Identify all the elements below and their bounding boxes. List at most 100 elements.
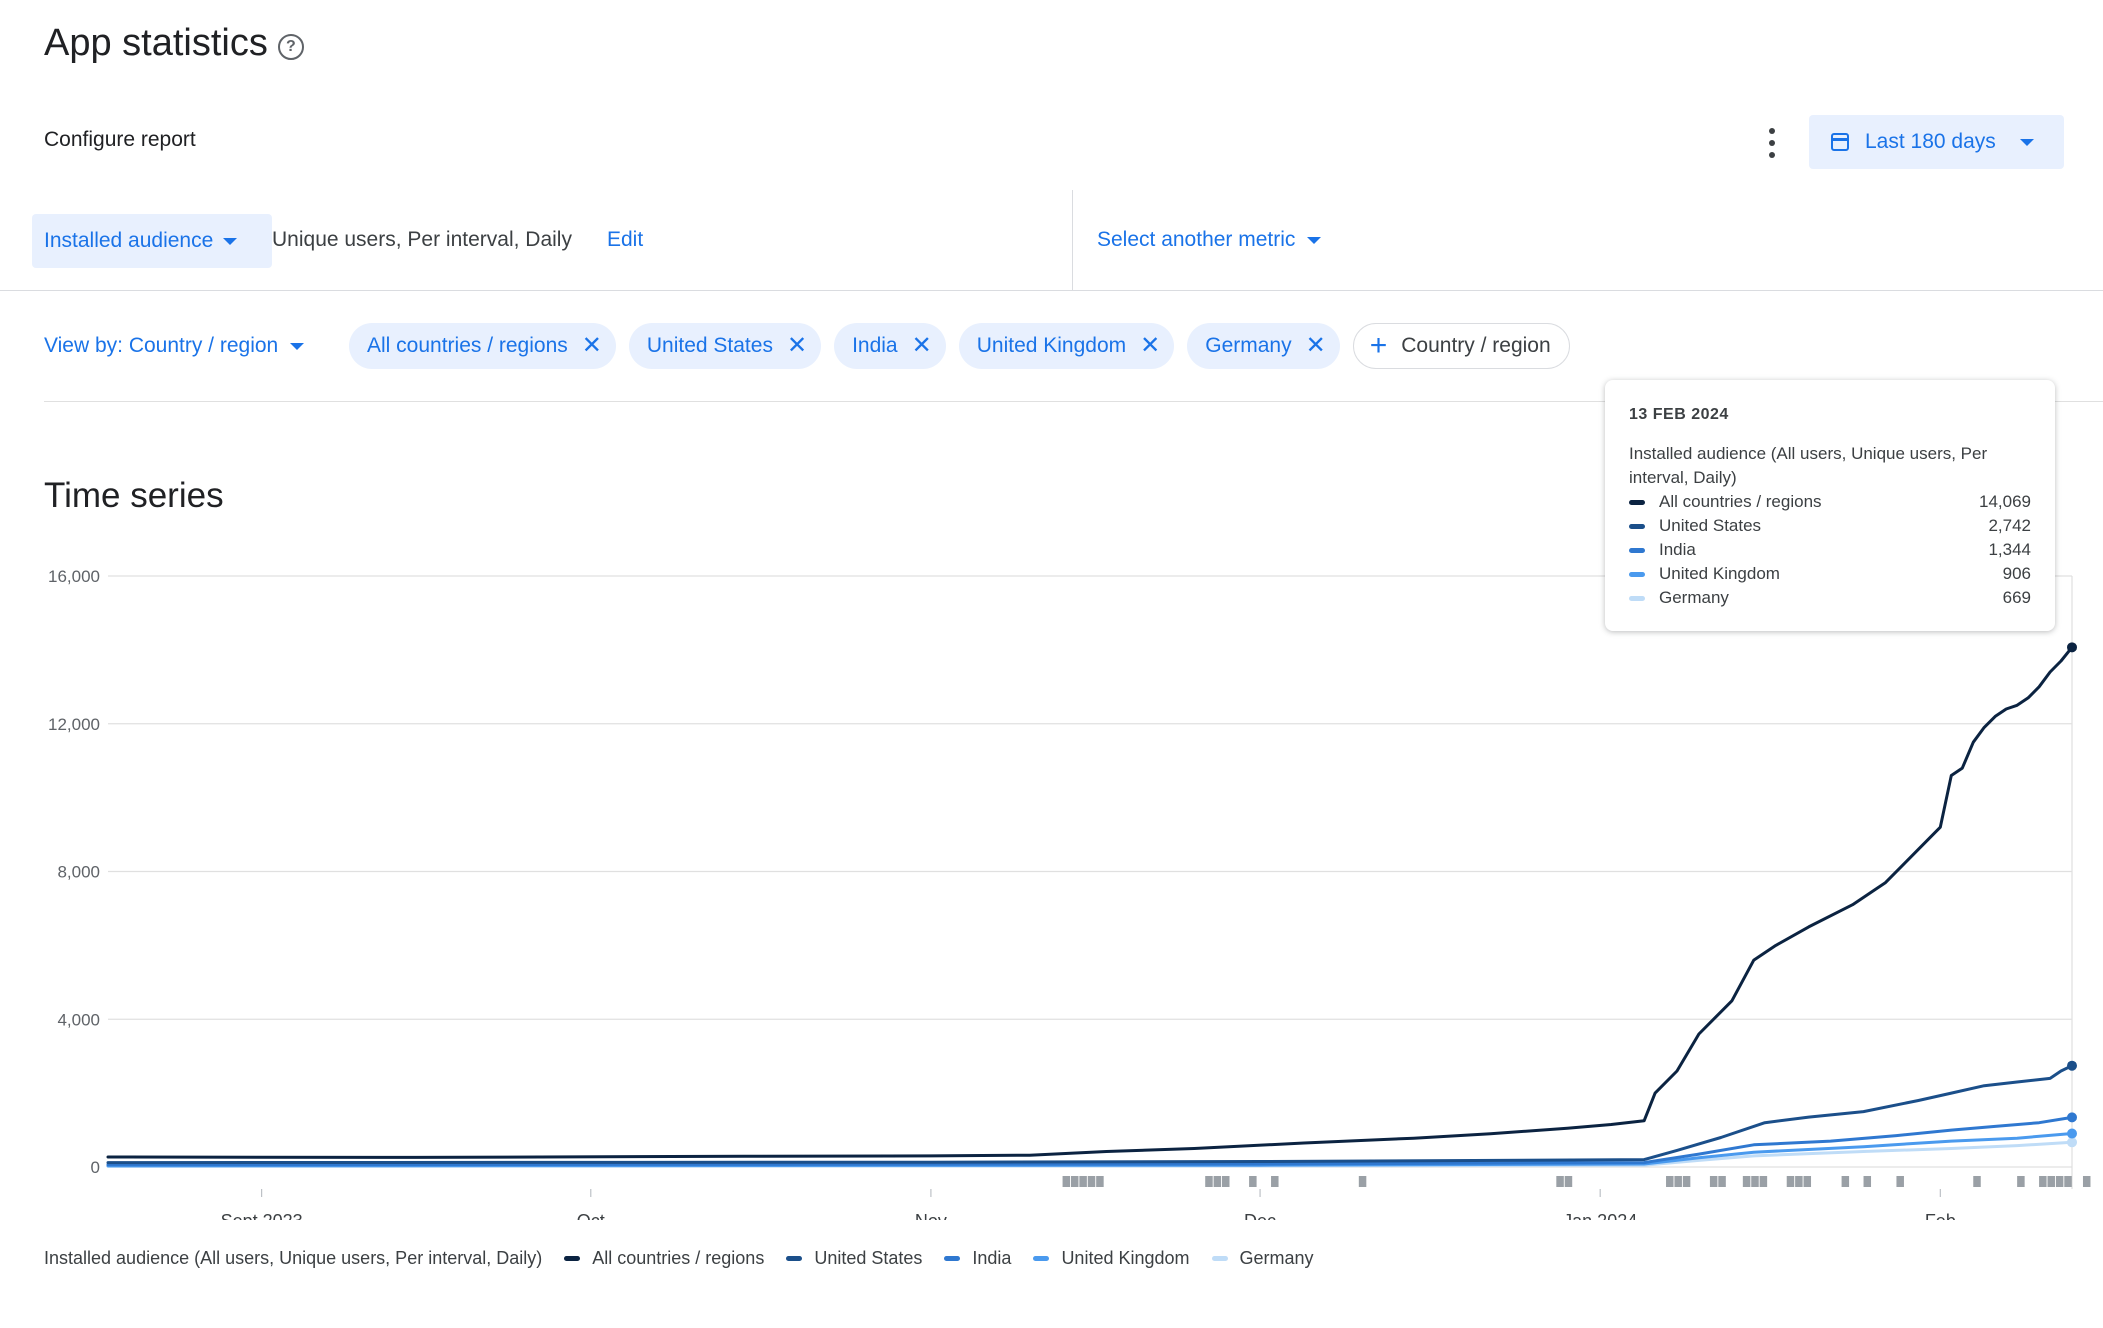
annotation-marker: [1556, 1176, 1564, 1187]
tooltip-name: United Kingdom: [1659, 564, 1780, 583]
filters-divider: [44, 401, 2103, 402]
annotation-marker: [2039, 1176, 2047, 1187]
close-icon[interactable]: ✕: [1305, 332, 1326, 359]
annotation-marker: [1973, 1176, 1981, 1187]
annotation-marker: [1709, 1176, 1718, 1187]
filter-chip[interactable]: United Kingdom ✕: [958, 323, 1175, 369]
y-tick-label: 4,000: [57, 1010, 100, 1029]
y-tick-label: 12,000: [48, 715, 100, 734]
view-by-dropdown[interactable]: View by: Country / region: [44, 334, 305, 358]
annotation-marker: [1795, 1176, 1803, 1187]
annotation-marker: [2064, 1176, 2072, 1187]
series-end-point: [2067, 1128, 2077, 1139]
x-tick-label: Feb: [1925, 1211, 1956, 1220]
series-line: [106, 645, 2074, 1159]
legend-swatch: [944, 1256, 961, 1261]
configure-report-label: Configure report: [44, 128, 196, 151]
legend-label: India: [972, 1248, 1012, 1268]
tooltip-name: India: [1659, 540, 1696, 559]
legend-item[interactable]: United States: [786, 1248, 922, 1269]
tooltip-swatch: [1629, 499, 1645, 505]
legend-item[interactable]: India: [944, 1248, 1011, 1269]
legend-item[interactable]: All countries / regions: [564, 1248, 764, 1269]
x-tick-label: Nov: [915, 1211, 947, 1220]
annotation-marker: [1863, 1176, 1872, 1187]
annotation-marker: [1896, 1176, 1904, 1187]
chevron-down-icon: [223, 237, 238, 245]
close-icon[interactable]: ✕: [581, 332, 602, 359]
metric-select-label: Installed audience: [44, 229, 214, 252]
tooltip-swatch: [1629, 523, 1645, 529]
legend-item[interactable]: United Kingdom: [1033, 1248, 1190, 1269]
x-tick-label: Sept 2023: [221, 1211, 303, 1220]
annotation-marker: [2017, 1176, 2025, 1187]
annotation-marker: [1079, 1176, 1087, 1187]
tooltip-name: United States: [1659, 516, 1762, 535]
tooltip-value: 14,069: [1979, 492, 2031, 511]
select-another-metric[interactable]: Select another metric: [1097, 228, 1322, 252]
y-tick-label: 8,000: [57, 863, 100, 882]
metric-select[interactable]: Installed audience: [32, 214, 272, 268]
close-icon[interactable]: ✕: [786, 332, 808, 359]
chevron-down-icon: [290, 342, 305, 350]
tooltip-row: United Kingdom 906: [1629, 562, 2031, 586]
metric-divider: [1072, 190, 1073, 290]
tooltip-value: 906: [2002, 564, 2031, 583]
annotation-marker: [2047, 1176, 2055, 1187]
tooltip-value: 1,344: [1988, 540, 2031, 559]
annotation-marker: [1682, 1176, 1691, 1187]
chevron-down-icon: [1307, 236, 1322, 244]
time-series-chart[interactable]: 0 4,000 8,000 12,000 16,000 Sept 2023 Oct Nov De…: [0, 540, 2103, 1220]
series-line: [106, 1064, 2074, 1165]
filter-chips: All countries / regions ✕ United States …: [349, 323, 1570, 369]
close-icon[interactable]: ✕: [911, 332, 932, 359]
legend-label: All countries / regions: [592, 1248, 765, 1268]
chart-tooltip: 13 FEB 2024 Installed audience (All user…: [1605, 380, 2055, 631]
legend-item[interactable]: Germany: [1211, 1248, 1314, 1269]
filter-chip[interactable]: United States ✕: [628, 323, 822, 369]
annotation-marker: [1742, 1176, 1751, 1187]
annotation-marker: [2082, 1176, 2091, 1187]
close-icon[interactable]: ✕: [1140, 332, 1161, 359]
legend-label: United States: [814, 1248, 923, 1268]
annotation-marker: [1271, 1176, 1279, 1187]
y-tick-label: 16,000: [48, 567, 100, 586]
tooltip-name: All countries / regions: [1659, 492, 1822, 511]
chip-label: All countries / regions: [367, 334, 568, 357]
more-vert-icon[interactable]: [1766, 128, 1778, 158]
legend-label: United Kingdom: [1061, 1248, 1190, 1268]
plus-icon: +: [1369, 329, 1388, 362]
time-series-title: Time series: [44, 476, 224, 515]
annotation-marker: [1087, 1176, 1096, 1187]
legend-swatch: [1033, 1256, 1050, 1261]
filter-chip[interactable]: India ✕: [834, 323, 946, 369]
chip-label: United Kingdom: [976, 334, 1127, 357]
chip-label: India: [852, 334, 898, 357]
filter-chip[interactable]: All countries / regions ✕: [349, 323, 616, 369]
annotation-marker: [1205, 1176, 1213, 1187]
series-end-point: [2067, 1137, 2077, 1148]
chip-label: Germany: [1205, 334, 1292, 357]
date-range-label: Last 180 days: [1865, 130, 1996, 153]
series-end-point: [2067, 1060, 2077, 1071]
calendar-icon: [1831, 133, 1849, 151]
legend-label: Germany: [1239, 1248, 1314, 1268]
tooltip-row: United States 2,742: [1629, 514, 2031, 538]
legend-swatch: [564, 1256, 581, 1261]
annotation-marker: [1222, 1176, 1230, 1187]
x-tick-label: Dec: [1244, 1211, 1276, 1220]
date-range-button[interactable]: Last 180 days: [1809, 115, 2064, 169]
edit-metric-link[interactable]: Edit: [607, 228, 644, 251]
tooltip-swatch: [1629, 595, 1645, 601]
tooltip-metric: Installed audience (All users, Unique us…: [1629, 444, 1988, 487]
filter-chip[interactable]: Germany ✕: [1187, 323, 1340, 369]
annotation-marker: [1786, 1176, 1795, 1187]
help-circle-icon[interactable]: ?: [277, 33, 304, 60]
annotation-marker: [1759, 1176, 1768, 1187]
add-country-chip[interactable]: + Country / region: [1352, 323, 1570, 369]
annotation-marker: [1249, 1176, 1257, 1187]
tooltip-swatch: [1629, 571, 1645, 577]
tooltip-date: 13 FEB 2024: [1629, 406, 1729, 423]
tooltip-row: Germany 669: [1629, 586, 2031, 610]
tooltip-swatch: [1629, 547, 1645, 553]
